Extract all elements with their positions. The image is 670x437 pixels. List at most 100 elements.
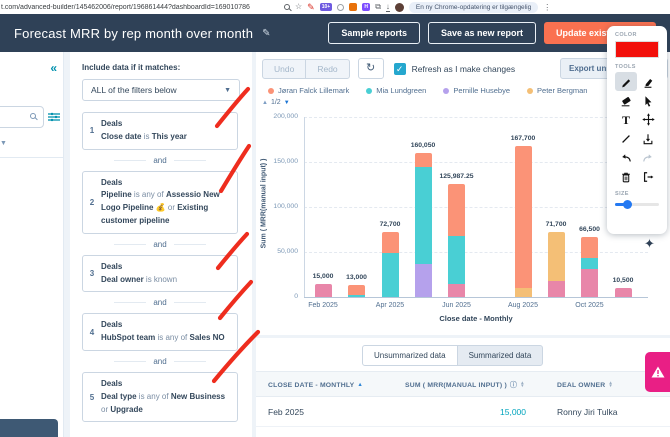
bar-Mar 2025[interactable] <box>348 285 365 297</box>
bar-segment[interactable] <box>414 263 432 297</box>
filter-match-dropdown[interactable]: ALL of the filters below ▼ <box>82 79 240 101</box>
x-axis-tick: Jun 2025 <box>442 302 471 309</box>
slider-thumb[interactable] <box>623 200 632 209</box>
filter-card-5[interactable]: 5 Deals Deal type is any of New Business o… <box>82 371 238 423</box>
filter-settings-icon[interactable] <box>48 109 60 127</box>
x-axis-tick: Feb 2025 <box>308 302 338 309</box>
tab-summarized-data[interactable]: Summarized data <box>456 345 544 366</box>
bar-segment[interactable] <box>448 235 465 285</box>
undo-annotation-icon[interactable] <box>615 148 637 167</box>
legend-item[interactable]: Mia Lundgreen <box>366 86 426 95</box>
bar-segment[interactable] <box>348 285 365 296</box>
pen-extension-icon[interactable]: ✎ <box>307 1 315 12</box>
filter-card-3[interactable]: 3 Deals Deal owner is known <box>82 254 238 293</box>
sidebar-bottom-button[interactable] <box>0 419 58 437</box>
url-text[interactable]: t.com/advanced-builder/145462006/report/… <box>1 3 250 11</box>
cursor-tool-icon[interactable] <box>637 91 659 110</box>
bar-segment[interactable] <box>448 284 465 297</box>
redo-annotation-icon[interactable] <box>637 148 659 167</box>
extensions-count-badge[interactable]: 10+ <box>319 3 333 11</box>
bar-segment[interactable] <box>414 152 432 168</box>
chevron-down-icon[interactable]: ▼ <box>0 140 7 147</box>
undo-button[interactable]: Undo <box>262 58 307 79</box>
bar-value-label: 125,987.25 <box>439 172 474 180</box>
bar-segment[interactable] <box>581 237 598 258</box>
bar-value-label: 72,700 <box>379 220 401 228</box>
filter-card-1[interactable]: 1 Deals Close date is This year <box>82 112 238 150</box>
legend-page-up-icon[interactable]: ▲ <box>262 99 268 106</box>
column-header-deal-owner[interactable]: DEAL OWNER ▲ ▼ <box>557 380 613 389</box>
bar-segment[interactable] <box>348 295 365 297</box>
search-icon[interactable] <box>284 4 290 10</box>
filter-number: 4 <box>89 327 95 337</box>
bar-segment[interactable] <box>381 231 399 253</box>
ai-sparkle-icon[interactable]: ✦ <box>644 236 655 251</box>
bar-segment[interactable] <box>547 280 565 297</box>
bar-Sep 2025[interactable] <box>547 232 565 297</box>
text-tool-icon[interactable]: T <box>621 112 630 127</box>
bar-segment[interactable] <box>547 232 565 281</box>
filter-card-2[interactable]: 2 Deals Pipeline is any of Assessio New Lo… <box>82 170 238 234</box>
column-header-sum-mrr[interactable]: SUM ( MRR(MANUAL INPUT) ) ⓘ ▲ ▼ <box>405 380 525 389</box>
legend-item[interactable]: Peter Bergman <box>527 86 587 95</box>
save-image-icon[interactable] <box>637 129 659 148</box>
legend-item[interactable]: Jøran Falck Lillemark <box>268 86 349 95</box>
legend-item[interactable]: Pernille Husebye <box>443 86 510 95</box>
size-slider[interactable] <box>615 200 659 209</box>
exit-annotation-icon[interactable] <box>637 167 659 186</box>
bar-segment[interactable] <box>314 283 332 297</box>
tab-unsummarized-data[interactable]: Unsummarized data <box>362 345 458 366</box>
collapse-panel-icon[interactable]: « <box>50 61 57 75</box>
color-swatch[interactable] <box>615 41 659 58</box>
redo-button[interactable]: Redo <box>305 58 350 79</box>
bar-segment[interactable] <box>448 183 465 236</box>
column-header-close-date[interactable]: CLOSE DATE - MONTHLY ▲ <box>268 381 363 389</box>
profile-avatar[interactable] <box>394 2 404 12</box>
eraser-tool-icon[interactable] <box>615 91 637 110</box>
bar-segment[interactable] <box>581 257 598 269</box>
field-search-input[interactable] <box>0 106 44 128</box>
extension-orange-icon[interactable] <box>349 3 358 11</box>
table-row[interactable]: Feb 2025 15,000 Ronny Jiri Tulka <box>256 397 670 427</box>
sample-reports-button[interactable]: Sample reports <box>328 22 420 44</box>
bar-Aug 2025[interactable] <box>514 146 532 297</box>
bar-Jun 2025[interactable] <box>448 183 465 297</box>
browser-menu-icon[interactable]: ⋮ <box>543 2 552 12</box>
bar-segment[interactable] <box>614 287 632 297</box>
save-as-new-report-button[interactable]: Save as new report <box>427 22 536 44</box>
filter-text: Deals HubSpot team is any of Sales NO <box>101 320 225 343</box>
pencil-tool-icon[interactable] <box>615 72 637 91</box>
bookmark-star-icon[interactable]: ☆ <box>295 2 303 11</box>
bar-segment[interactable] <box>514 146 532 288</box>
bar-segment[interactable] <box>381 252 399 297</box>
bar-Feb 2025[interactable] <box>314 283 332 297</box>
edit-title-icon[interactable]: ✎ <box>262 27 271 39</box>
cell-sum-mrr[interactable]: 15,000 <box>500 407 526 417</box>
filter-card-4[interactable]: 4 Deals HubSpot team is any of Sales NO <box>82 313 238 351</box>
bar-segment[interactable] <box>581 268 598 297</box>
extension-circle-icon[interactable] <box>337 3 345 11</box>
cell-close-date: Feb 2025 <box>268 407 304 417</box>
filter-text: Deals Deal type is any of New Business or… <box>101 378 226 414</box>
bar-segment[interactable] <box>514 287 532 297</box>
marker-tool-icon[interactable] <box>637 72 659 91</box>
bar-May 2025[interactable] <box>414 152 432 297</box>
alert-tab[interactable] <box>645 352 670 392</box>
info-icon[interactable]: ⓘ <box>509 382 518 389</box>
bar-Oct 2025[interactable] <box>581 237 598 297</box>
line-tool-icon[interactable] <box>615 129 637 148</box>
refresh-checkbox[interactable]: ✓ <box>393 62 406 75</box>
grid-line <box>304 162 648 163</box>
chrome-update-button[interactable]: En ny Chrome-opdatering er tilgængelig <box>408 1 539 13</box>
filter-number: 3 <box>89 269 95 279</box>
bar-Nov 2025[interactable] <box>614 287 632 297</box>
trash-icon[interactable] <box>615 167 637 186</box>
extension-purple-icon[interactable]: H <box>362 3 371 11</box>
bar-segment[interactable] <box>414 167 432 264</box>
legend-page-down-icon[interactable]: ▼ <box>283 99 290 106</box>
move-tool-icon[interactable] <box>637 110 659 129</box>
bar-Apr 2025[interactable] <box>381 231 399 297</box>
refresh-button[interactable]: ↻ <box>357 58 384 79</box>
downloads-icon[interactable]: ↓ <box>385 1 390 12</box>
share-icon[interactable]: ⧉ <box>375 2 381 11</box>
